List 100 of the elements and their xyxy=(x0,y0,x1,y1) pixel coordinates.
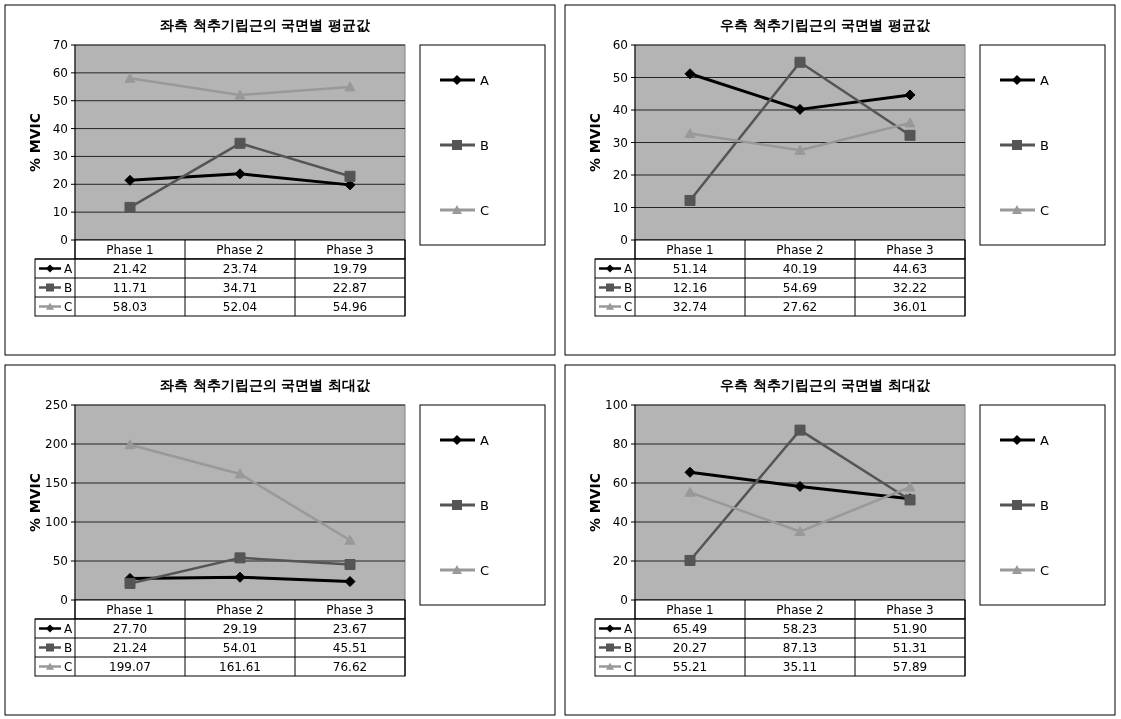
text: A xyxy=(624,622,633,636)
text: C xyxy=(624,660,633,674)
x-tick-label: Phase 1 xyxy=(106,243,154,257)
point xyxy=(794,526,806,537)
data-label: 87.13 xyxy=(782,641,818,655)
data-label: 161.61 xyxy=(219,660,261,674)
point xyxy=(124,577,136,589)
data-label: 40.19 xyxy=(782,262,818,276)
point xyxy=(124,72,136,83)
data-label: 58.23 xyxy=(782,622,818,636)
text: C xyxy=(624,300,633,314)
data-label: 57.89 xyxy=(892,660,928,674)
point xyxy=(344,534,356,545)
y-tick-label: 0 xyxy=(60,233,68,247)
y-tick-label: 50 xyxy=(52,93,68,108)
y-tick-label: 250 xyxy=(45,398,68,412)
point xyxy=(904,129,916,141)
data-label: 45.51 xyxy=(332,641,368,655)
data-label: 36.01 xyxy=(892,300,928,314)
y-tick-label: 100 xyxy=(605,398,628,412)
data-label: 32.74 xyxy=(672,300,708,314)
legend-label: C xyxy=(480,563,490,578)
point xyxy=(344,170,356,182)
y-tick-label: 30 xyxy=(52,149,68,164)
data-label: 32.22 xyxy=(892,281,928,295)
y-tick-label: 70 xyxy=(52,38,68,52)
data-label: 54.69 xyxy=(782,281,818,295)
point xyxy=(344,81,356,92)
data-label: 55.21 xyxy=(672,660,708,674)
y-tick-label: 0 xyxy=(60,593,68,607)
text: C xyxy=(64,300,73,314)
legend-label: B xyxy=(624,641,633,655)
point xyxy=(234,89,246,100)
point xyxy=(124,439,136,450)
y-tick-label: 20 xyxy=(52,177,68,192)
legend-label: A xyxy=(64,622,73,636)
x-tick-label: Phase 1 xyxy=(666,243,714,257)
point xyxy=(794,56,806,68)
y-tick-label: 10 xyxy=(52,205,68,220)
data-label: 51.90 xyxy=(892,622,928,636)
x-tick-label: Phase 2 xyxy=(216,243,264,257)
y-axis-title: % MVIC xyxy=(587,112,603,173)
legend-label: C xyxy=(1040,563,1050,578)
x-tick-label: Phase 2 xyxy=(776,243,824,257)
data-label: 27.70 xyxy=(112,622,148,636)
point xyxy=(234,168,246,180)
x-tick-label: Phase 3 xyxy=(326,243,374,257)
point xyxy=(684,68,696,80)
y-tick-label: 50 xyxy=(612,70,628,85)
point xyxy=(794,144,806,155)
point xyxy=(794,424,806,436)
point xyxy=(684,128,696,139)
x-tick-label: Phase 3 xyxy=(886,603,934,617)
data-label: 51.31 xyxy=(892,641,928,655)
legend-label: C xyxy=(1040,203,1050,218)
x-tick-label: Phase 3 xyxy=(886,243,934,257)
y-tick-label: 60 xyxy=(52,65,68,80)
y-tick-label: 0 xyxy=(620,593,628,607)
data-label: 76.62 xyxy=(332,660,368,674)
y-tick-label: 60 xyxy=(612,38,628,52)
point xyxy=(904,481,916,492)
data-label: 19.79 xyxy=(332,262,368,276)
legend-label: A xyxy=(64,262,73,276)
chart-title: 우측 척추기립근의 국면별 최대값 xyxy=(719,377,932,393)
text: A xyxy=(480,433,489,448)
point xyxy=(124,201,136,213)
y-axis-title: % MVIC xyxy=(27,472,43,533)
point xyxy=(344,559,356,570)
data-label: 34.71 xyxy=(222,281,258,295)
text: B xyxy=(1040,138,1049,153)
point xyxy=(904,89,916,101)
y-axis-title: % MVIC xyxy=(27,112,43,173)
x-tick-label: Phase 1 xyxy=(106,603,154,617)
text: A xyxy=(624,262,633,276)
data-label: 199.07 xyxy=(109,660,151,674)
point xyxy=(904,117,916,128)
data-label: 27.62 xyxy=(782,300,818,314)
point xyxy=(124,174,136,186)
x-tick-label: Phase 1 xyxy=(666,603,714,617)
text: B xyxy=(1040,498,1049,513)
y-tick-label: 50 xyxy=(52,554,68,568)
legend-label: C xyxy=(480,203,490,218)
legend-label: B xyxy=(624,281,633,295)
y-tick-label: 40 xyxy=(52,121,68,136)
y-tick-label: 150 xyxy=(45,476,68,490)
data-label: 21.42 xyxy=(112,262,148,276)
point xyxy=(234,468,246,479)
point xyxy=(684,554,696,566)
data-label: 11.71 xyxy=(112,281,148,295)
point xyxy=(234,552,246,564)
legend-label: B xyxy=(64,281,73,295)
y-tick-label: 10 xyxy=(612,200,628,215)
text: B xyxy=(480,138,489,153)
text: A xyxy=(480,73,489,88)
data-label: 23.74 xyxy=(222,262,258,276)
data-label: 51.14 xyxy=(672,262,708,276)
y-tick-label: 100 xyxy=(45,515,68,529)
data-label: 58.03 xyxy=(112,300,148,314)
y-tick-label: 20 xyxy=(612,554,628,568)
point xyxy=(234,137,246,149)
